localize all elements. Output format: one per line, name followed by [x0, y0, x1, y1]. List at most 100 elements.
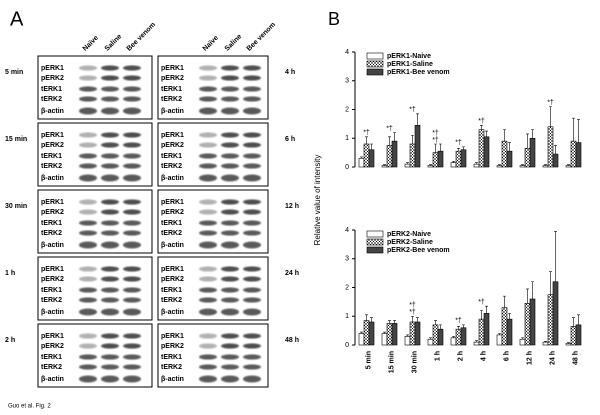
blot-band [79, 209, 97, 215]
row-label: tERK2 [41, 297, 62, 304]
blot-band [243, 199, 261, 205]
row-label: tERK2 [161, 230, 182, 237]
error-bar [411, 135, 414, 144]
blot-band [221, 297, 239, 303]
error-bar [416, 317, 419, 322]
legend-label: pERK2-Naive [387, 231, 431, 238]
blot-band [123, 364, 141, 370]
time-label: 6 h [285, 136, 295, 143]
error-bar [475, 340, 478, 343]
blot-band [199, 86, 217, 92]
bar [501, 140, 508, 168]
blot-band [123, 153, 141, 159]
bar [478, 129, 485, 168]
row-label: tERK1 [41, 220, 62, 227]
legend-swatch [366, 238, 384, 246]
blot-band [79, 107, 97, 115]
blot-band [221, 276, 239, 282]
bar [542, 165, 549, 168]
time-label: 2 h [5, 337, 15, 344]
blot-band [199, 297, 217, 303]
bar [363, 143, 370, 168]
row-label: β-actin [41, 175, 64, 182]
y-tick-label: 0 [345, 342, 349, 349]
row-label: pERK1 [41, 132, 64, 139]
annotation: *† [455, 318, 462, 325]
bar [460, 327, 467, 346]
row-label: tERK2 [41, 163, 62, 170]
x-tick-label: 4 h [480, 351, 487, 361]
x-tick-label: 24 h [549, 351, 556, 365]
blot-band [123, 297, 141, 303]
row-label: pERK2 [161, 343, 184, 350]
error-bar [531, 281, 534, 299]
blot-band [123, 375, 141, 383]
y-tick-label: 1 [345, 313, 349, 320]
bar [552, 281, 559, 346]
error-bar [388, 320, 391, 324]
bar [404, 163, 411, 168]
row-label: tERK2 [161, 163, 182, 170]
blot-band [221, 333, 239, 339]
blot-band [101, 241, 119, 249]
blot-band [221, 266, 239, 272]
blot-band [101, 343, 119, 349]
error-bar [498, 333, 501, 335]
bar [381, 333, 388, 346]
blot-band [101, 333, 119, 339]
blot-band [79, 75, 97, 81]
error-bar [457, 326, 460, 330]
blot-band [101, 297, 119, 303]
legend-label: pERK2-Saline [387, 239, 433, 246]
row-label: pERK2 [41, 142, 64, 149]
bar [565, 343, 572, 346]
panel-letter: A [10, 8, 24, 30]
blot-band [221, 308, 239, 316]
bar [496, 334, 503, 346]
row-label: tERK1 [41, 354, 62, 361]
blot-band [101, 230, 119, 236]
legend-swatch [366, 68, 384, 76]
row-label: pERK1 [161, 65, 184, 72]
bar [358, 333, 365, 346]
blot-band [243, 107, 261, 115]
row-label: pERK2 [161, 142, 184, 149]
row-label: β-actin [161, 175, 184, 182]
bar [414, 125, 421, 168]
row-label: pERK2 [161, 209, 184, 216]
blot-band [79, 354, 97, 360]
bar [506, 318, 513, 346]
row-label: tERK1 [161, 354, 182, 361]
row-label: pERK2 [161, 75, 184, 82]
bar [460, 149, 467, 168]
blot-band [221, 163, 239, 169]
blot-band [79, 364, 97, 370]
row-label: β-actin [161, 242, 184, 249]
blot-band [221, 343, 239, 349]
error-bar [393, 320, 396, 324]
lane-header: Bee venom [246, 21, 277, 52]
blot-band [199, 220, 217, 226]
error-bar [475, 162, 478, 165]
legend-label: pERK1-Bee venom [387, 69, 450, 76]
blot-band [199, 354, 217, 360]
row-label: pERK1 [41, 199, 64, 206]
annotation: *† [547, 99, 554, 106]
blot-band [243, 266, 261, 272]
bar [575, 142, 582, 168]
blot-band [123, 107, 141, 115]
bar [450, 337, 457, 346]
bar [368, 149, 375, 168]
bar [409, 321, 416, 346]
error-bar [480, 310, 483, 320]
blot-band [101, 153, 119, 159]
blot-band [221, 364, 239, 370]
bar [524, 303, 531, 346]
row-label: pERK1 [41, 266, 64, 273]
blot-band [243, 276, 261, 282]
error-bar [393, 132, 396, 142]
blot-band [101, 364, 119, 370]
bar [570, 140, 577, 168]
blot-band [79, 343, 97, 349]
blot-band [123, 199, 141, 205]
